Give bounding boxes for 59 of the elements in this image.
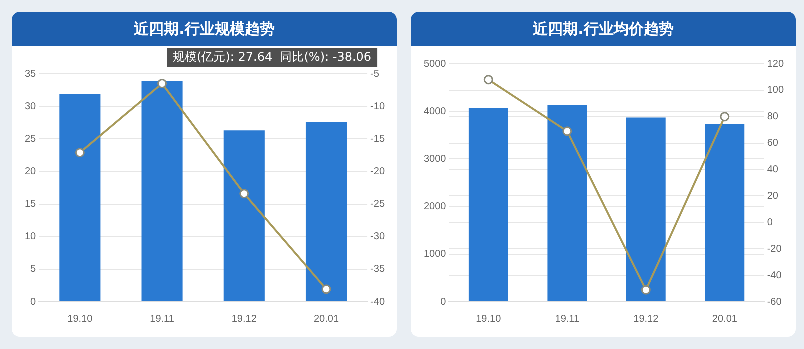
y-tick-label: 5 bbox=[30, 264, 37, 276]
y2-tick-label: -15 bbox=[370, 134, 386, 145]
y-tick-label: 5000 bbox=[424, 58, 447, 70]
point bbox=[484, 75, 494, 85]
y2-tick-label: -30 bbox=[370, 232, 386, 243]
bar bbox=[142, 81, 183, 302]
y-tick-label: 35 bbox=[25, 68, 37, 80]
x-tick-label: 19.12 bbox=[232, 314, 258, 325]
bar bbox=[548, 105, 588, 302]
bar bbox=[306, 122, 348, 302]
y2-tick-label: -10 bbox=[370, 101, 386, 112]
x-tick-label: 20.01 bbox=[314, 314, 340, 325]
y2-tick-label: 0 bbox=[767, 217, 774, 228]
y-tick-label: 30 bbox=[25, 101, 37, 112]
chart-title: 近四期.行业均价趋势 bbox=[411, 12, 796, 46]
y2-tick-label: -20 bbox=[370, 166, 386, 178]
point bbox=[562, 126, 572, 136]
y2-tick-label: -60 bbox=[767, 296, 782, 308]
x-tick-label: 19.10 bbox=[68, 314, 94, 325]
y-tick-label: 10 bbox=[25, 232, 37, 243]
x-tick-label: 19.11 bbox=[150, 314, 175, 325]
y-tick-label: 15 bbox=[25, 199, 37, 210]
bar bbox=[60, 94, 101, 302]
x-tick-label: 20.01 bbox=[712, 314, 738, 325]
y2-tick-label: 20 bbox=[767, 190, 779, 202]
y2-tick-label: -5 bbox=[370, 68, 380, 80]
point bbox=[158, 79, 168, 89]
point bbox=[322, 284, 332, 294]
y2-tick-label: 40 bbox=[767, 164, 779, 176]
y2-tick-label: -40 bbox=[370, 296, 386, 308]
bar bbox=[468, 108, 508, 302]
y2-tick-label: 120 bbox=[767, 58, 784, 70]
bar bbox=[626, 118, 666, 302]
y-tick-label: 1000 bbox=[424, 249, 447, 260]
point bbox=[720, 112, 730, 122]
y2-tick-label: -35 bbox=[370, 264, 386, 276]
x-tick-label: 19.11 bbox=[555, 314, 580, 325]
point bbox=[75, 148, 85, 158]
text: 规模(亿元): 27.64 同比(%): -38.06 bbox=[173, 50, 372, 64]
bar bbox=[705, 124, 745, 302]
y-tick-label: 0 bbox=[30, 296, 37, 308]
bar bbox=[224, 130, 265, 302]
y2-tick-label: -40 bbox=[767, 270, 782, 282]
y2-tick-label: -20 bbox=[767, 244, 782, 255]
y2-tick-label: 80 bbox=[767, 112, 779, 123]
y-tick-label: 3000 bbox=[424, 154, 447, 165]
point bbox=[240, 189, 250, 199]
y2-tick-label: 60 bbox=[767, 138, 779, 150]
point bbox=[641, 285, 651, 295]
x-tick-label: 19.10 bbox=[476, 314, 502, 325]
y-tick-label: 4000 bbox=[424, 106, 447, 118]
y2-tick-label: -25 bbox=[370, 199, 386, 210]
y2-tick-label: 100 bbox=[767, 85, 784, 96]
y-tick-label: 20 bbox=[25, 166, 37, 178]
x-tick-label: 19.12 bbox=[634, 314, 660, 325]
y-tick-label: 0 bbox=[440, 296, 447, 308]
y-tick-label: 25 bbox=[25, 134, 37, 145]
y-tick-label: 2000 bbox=[424, 202, 447, 213]
chart-title: 近四期.行业规模趋势 bbox=[12, 12, 397, 46]
